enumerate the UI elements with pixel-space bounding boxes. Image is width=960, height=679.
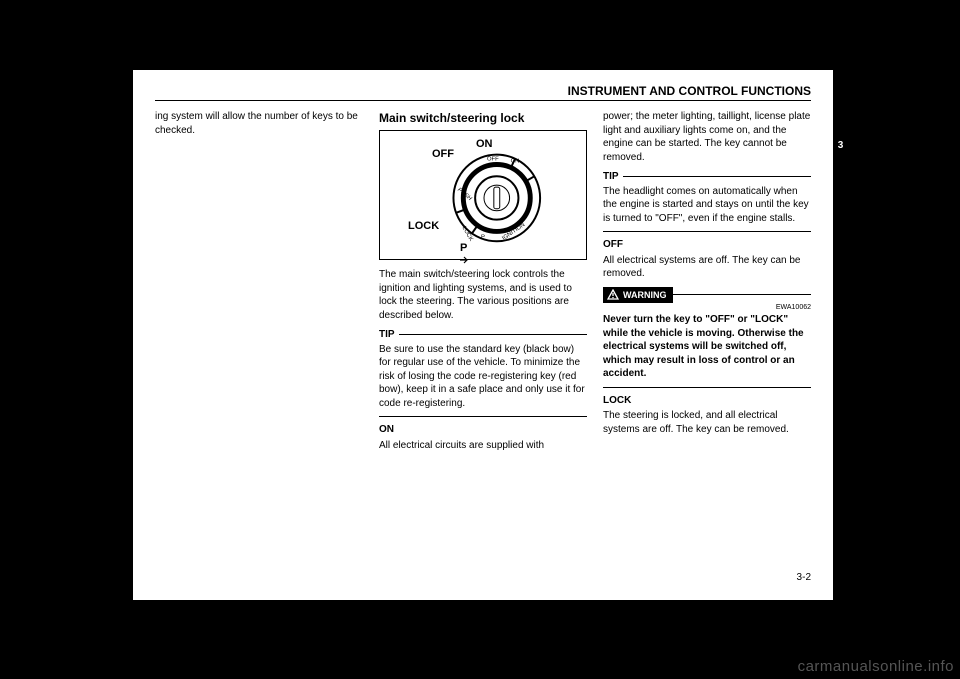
warning-rule bbox=[673, 294, 812, 295]
warning-text: Never turn the key to "OFF" or "LOCK" wh… bbox=[603, 313, 811, 381]
p-label: P bbox=[460, 241, 477, 271]
tip-header-col2: TIP bbox=[379, 328, 587, 342]
column-1: ing system will allow the number of keys… bbox=[155, 110, 363, 139]
page-number: 3-2 bbox=[797, 572, 811, 583]
tip-header-col3: TIP bbox=[603, 170, 811, 184]
tip-rule-col3 bbox=[623, 176, 811, 177]
warning-label: WARNING bbox=[623, 289, 667, 301]
ignition-switch-diagram: ON OFF LOCK P OFF ON IGNIT bbox=[379, 130, 587, 260]
ring-off: OFF bbox=[487, 157, 499, 163]
manual-page: INSTRUMENT AND CONTROL FUNCTIONS 3 ing s… bbox=[133, 70, 833, 600]
warning-header: WARNING bbox=[603, 287, 811, 303]
tip-text-col2: Be sure to use the standard key (black b… bbox=[379, 343, 587, 411]
column-3: power; the meter lighting, taillight, li… bbox=[603, 110, 811, 438]
off-subhead: OFF bbox=[603, 238, 811, 252]
on-label: ON bbox=[476, 137, 493, 152]
lock-subhead: LOCK bbox=[603, 394, 811, 408]
ring-p: P bbox=[481, 235, 485, 241]
tip-text-col3: The headlight comes on automatically whe… bbox=[603, 185, 811, 226]
warning-triangle-icon bbox=[607, 289, 619, 300]
tip-end-rule-col2 bbox=[379, 416, 587, 417]
main-switch-title: Main switch/steering lock bbox=[379, 110, 587, 126]
column-2: Main switch/steering lock ON OFF LOCK P bbox=[379, 110, 587, 454]
tip-rule bbox=[399, 334, 587, 335]
on-text-start: All electrical circuits are supplied wit… bbox=[379, 439, 587, 453]
tip-label-col3: TIP bbox=[603, 170, 619, 184]
on-text-cont: power; the meter lighting, taillight, li… bbox=[603, 110, 811, 164]
section-rule bbox=[155, 100, 811, 101]
watermark: carmanualsonline.info bbox=[798, 658, 954, 675]
warning-end-rule bbox=[603, 387, 811, 388]
continued-text: ing system will allow the number of keys… bbox=[155, 110, 363, 137]
main-switch-intro: The main switch/steering lock controls t… bbox=[379, 268, 587, 322]
warning-code: EWA10062 bbox=[603, 303, 811, 312]
off-label: OFF bbox=[432, 147, 454, 162]
section-header: INSTRUMENT AND CONTROL FUNCTIONS bbox=[568, 84, 811, 98]
tip-end-rule-col3 bbox=[603, 231, 811, 232]
lock-label: LOCK bbox=[408, 219, 439, 234]
off-text: All electrical systems are off. The key … bbox=[603, 254, 811, 281]
lock-text: The steering is locked, and all electric… bbox=[603, 409, 811, 436]
chapter-tab: 3 bbox=[833, 135, 848, 155]
ring-on: ON bbox=[511, 159, 520, 165]
tip-label: TIP bbox=[379, 328, 395, 342]
on-subhead: ON bbox=[379, 423, 587, 437]
warning-badge: WARNING bbox=[603, 287, 673, 303]
